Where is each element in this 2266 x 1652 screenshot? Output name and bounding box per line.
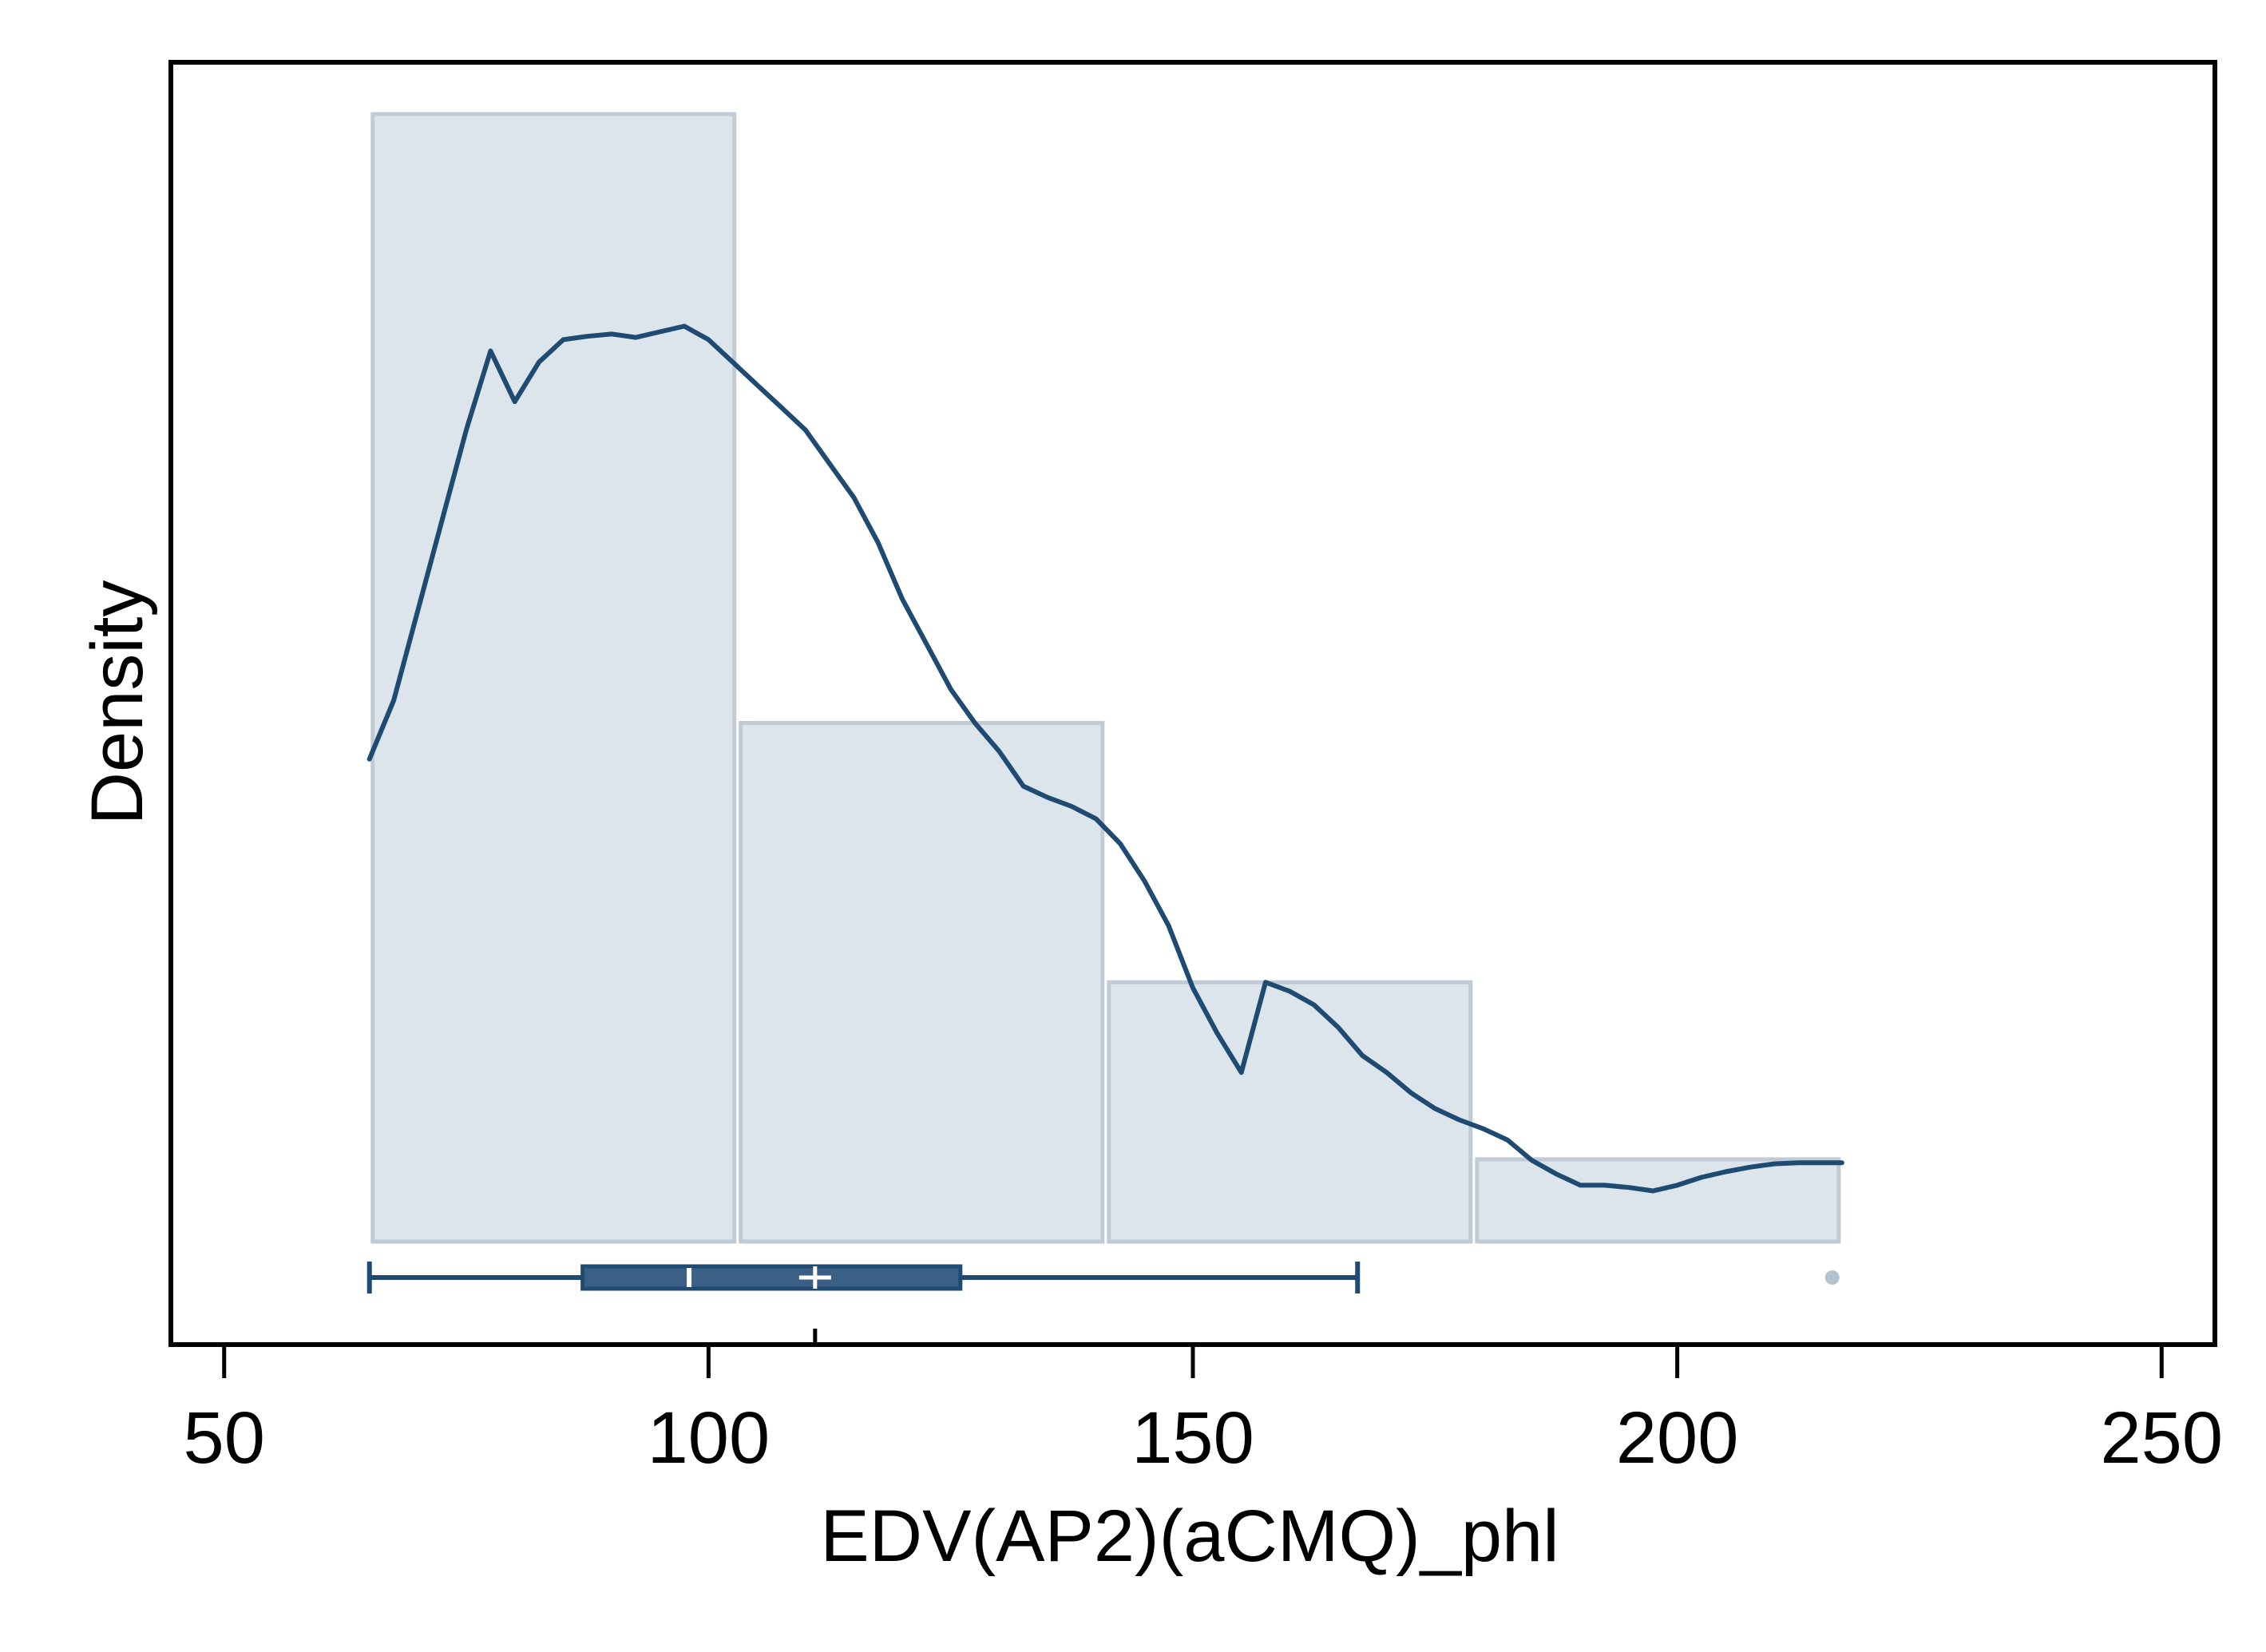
x-tick-label-100: 100: [648, 1397, 771, 1479]
x-tick-label-200: 200: [1616, 1397, 1739, 1479]
axis-labels: EDV(AP2)(aCMQ)_phl Density: [77, 580, 1559, 1577]
x-tick-label-250: 250: [2101, 1397, 2224, 1479]
histogram-bars: [370, 112, 1841, 1244]
histogram-bar-2: [739, 720, 1105, 1244]
x-tick-label-50: 50: [184, 1397, 265, 1479]
histogram-bar-3: [1107, 980, 1473, 1244]
boxplot-outlier-1: [1824, 1270, 1840, 1285]
density-curve-layer: [366, 323, 1844, 1194]
x-tick-label-150: 150: [1131, 1397, 1254, 1479]
density-curve: [366, 323, 1844, 1194]
x-axis-label: EDV(AP2)(aCMQ)_phl: [820, 1496, 1559, 1577]
boxplot-box: [580, 1264, 963, 1291]
boxplot-layer: [366, 1262, 1840, 1345]
x-axis-ticks: 50 100 150 200 250: [184, 1345, 2223, 1479]
histogram-bar-1: [370, 112, 737, 1244]
histogram-bar-4: [1475, 1157, 1841, 1244]
y-axis-label: Density: [77, 580, 158, 826]
